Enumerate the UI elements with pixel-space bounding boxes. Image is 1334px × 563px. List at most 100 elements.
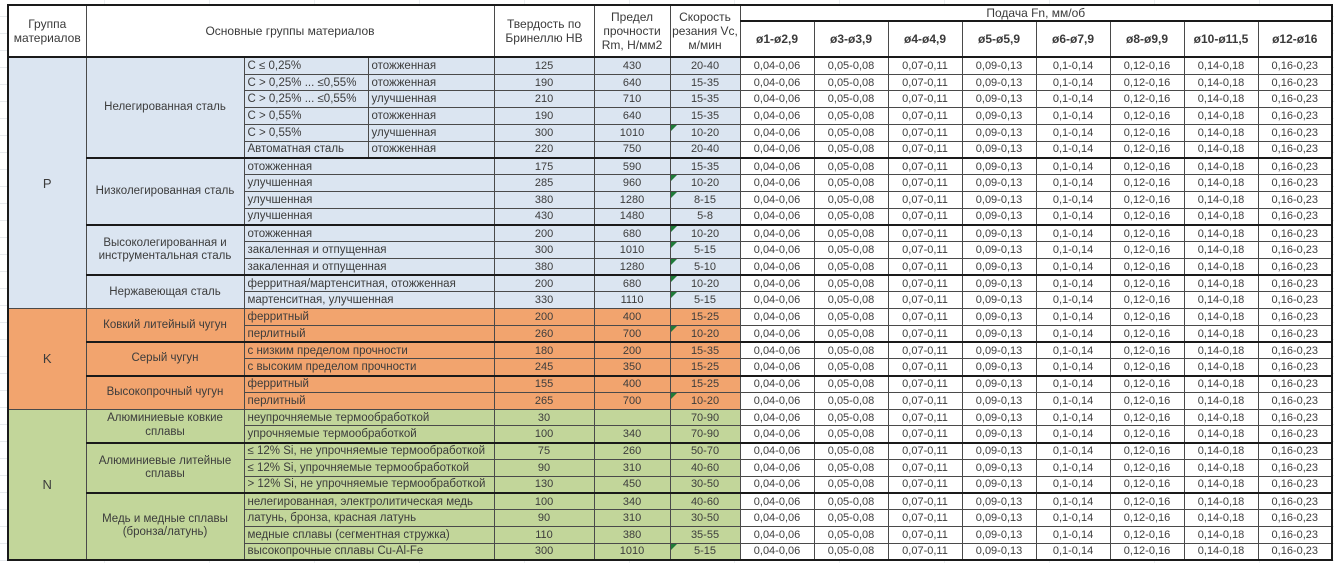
rm-cell: 340	[593, 491, 671, 511]
rm-cell: 680	[593, 274, 671, 293]
header-diameter-2: ø3-ø3,9	[813, 20, 889, 59]
feed-cell-6: 0,12-0,16	[1109, 190, 1185, 209]
hb-cell: 200	[493, 274, 595, 293]
rm-cell: 310	[593, 458, 671, 477]
feed-cell-7: 0,14-0,18	[1183, 241, 1259, 259]
feed-cell-6: 0,12-0,16	[1109, 542, 1185, 561]
feed-cell-7: 0,14-0,18	[1183, 73, 1259, 92]
feed-cell-6: 0,12-0,16	[1109, 408, 1185, 427]
feed-cell-5: 0,1-0,14	[1035, 542, 1111, 561]
hb-cell: 200	[493, 308, 595, 326]
feed-cell-6: 0,12-0,16	[1109, 123, 1185, 142]
feed-cell-3: 0,07-0,11	[887, 525, 963, 544]
feed-cell-3: 0,07-0,11	[887, 425, 963, 444]
feed-cell-5: 0,1-0,14	[1035, 123, 1111, 142]
hb-cell: 100	[493, 425, 595, 444]
feed-cell-7: 0,14-0,18	[1183, 174, 1259, 192]
feed-cell-1: 0,04-0,06	[739, 408, 815, 427]
vc-cell: 30-50	[669, 509, 741, 527]
feed-cell-5: 0,1-0,14	[1035, 107, 1111, 125]
feed-cell-1: 0,04-0,06	[739, 190, 815, 209]
rm-cell: 1110	[593, 291, 671, 310]
vc-cell: 40-60	[669, 458, 741, 477]
feed-cell-8: 0,16-0,23	[1257, 308, 1333, 326]
cell-flag-icon	[671, 393, 677, 399]
material-detail-cell: ≤ 12% Si, упрочняемые термообработкой	[243, 458, 495, 477]
rm-cell: 380	[593, 525, 671, 544]
feed-cell-2: 0,05-0,08	[813, 274, 889, 293]
hb-cell: 265	[493, 391, 595, 410]
cell-flag-icon	[671, 259, 677, 265]
feed-cell-3: 0,07-0,11	[887, 341, 963, 360]
hb-cell: 300	[493, 542, 595, 561]
table-row: медные сплавы (сегментная стружка) 110 380…	[8, 525, 1333, 544]
feed-cell-7: 0,14-0,18	[1183, 358, 1259, 377]
feed-cell-8: 0,16-0,23	[1257, 257, 1333, 276]
feed-cell-6: 0,12-0,16	[1109, 475, 1185, 494]
feed-cell-2: 0,05-0,08	[813, 291, 889, 310]
feed-cell-6: 0,12-0,16	[1109, 308, 1185, 326]
vc-cell: 5-15	[669, 241, 741, 259]
feed-cell-4: 0,09-0,13	[961, 324, 1037, 343]
feed-cell-7: 0,14-0,18	[1183, 308, 1259, 326]
vc-cell: 30-50	[669, 475, 741, 494]
vc-cell: 15-35	[669, 90, 741, 109]
hb-cell: 75	[493, 441, 595, 460]
feed-cell-2: 0,05-0,08	[813, 324, 889, 343]
feed-cell-2: 0,05-0,08	[813, 458, 889, 477]
hb-cell: 100	[493, 491, 595, 511]
table-row: Нержавеющая сталь ферритная/мартенситная,…	[8, 274, 1333, 310]
hb-cell: 380	[493, 190, 595, 209]
feed-cell-8: 0,16-0,23	[1257, 425, 1333, 444]
material-detail-cell: мартенситная, улучшенная	[243, 291, 495, 310]
feed-cell-2: 0,05-0,08	[813, 491, 889, 511]
rm-cell: 710	[593, 90, 671, 109]
hb-cell: 110	[493, 525, 595, 544]
feed-cell-4: 0,09-0,13	[961, 425, 1037, 444]
feed-cell-6: 0,12-0,16	[1109, 107, 1185, 125]
header-main-groups: Основные группы материалов	[85, 4, 495, 59]
feed-cell-8: 0,16-0,23	[1257, 174, 1333, 192]
feed-cell-4: 0,09-0,13	[961, 123, 1037, 142]
feed-cell-1: 0,04-0,06	[739, 374, 815, 393]
material-detail-cell: закаленная и отпущенная	[243, 257, 495, 276]
rm-cell: 350	[593, 358, 671, 377]
feed-cell-1: 0,04-0,06	[739, 475, 815, 494]
feed-cell-7: 0,14-0,18	[1183, 107, 1259, 125]
vc-cell: 8-15	[669, 190, 741, 209]
vc-cell: 70-90	[669, 425, 741, 444]
vc-cell: 70-90	[669, 408, 741, 427]
feed-cell-4: 0,09-0,13	[961, 156, 1037, 176]
vc-cell: 5-15	[669, 291, 741, 310]
feed-cell-1: 0,04-0,06	[739, 491, 815, 511]
feed-cell-5: 0,1-0,14	[1035, 308, 1111, 326]
cell-flag-icon	[671, 242, 677, 249]
feed-cell-4: 0,09-0,13	[961, 509, 1037, 527]
feed-cell-6: 0,12-0,16	[1109, 324, 1185, 343]
feed-cell-3: 0,07-0,11	[887, 391, 963, 410]
table-row: перлитный 265 700 10-20 0,04-0,06 0,05-0,08 0,…	[8, 391, 1333, 410]
feed-cell-7: 0,14-0,18	[1183, 324, 1259, 343]
material-detail-cell: отожженная	[243, 156, 495, 176]
rm-cell: 430	[593, 56, 671, 75]
feed-cell-3: 0,07-0,11	[887, 56, 963, 75]
feed-cell-7: 0,14-0,18	[1183, 341, 1259, 360]
feed-cell-3: 0,07-0,11	[887, 291, 963, 310]
feed-cell-1: 0,04-0,06	[739, 140, 815, 159]
header-diameter-5: ø6-ø7,9	[1035, 20, 1111, 59]
rm-cell: 1010	[593, 542, 671, 561]
feed-cell-5: 0,1-0,14	[1035, 274, 1111, 293]
table-row: мартенситная, улучшенная 330 1110 5-15 0,04-…	[8, 291, 1333, 310]
feed-cell-5: 0,1-0,14	[1035, 56, 1111, 75]
feed-cell-4: 0,09-0,13	[961, 274, 1037, 293]
feed-cell-2: 0,05-0,08	[813, 391, 889, 410]
feed-cell-4: 0,09-0,13	[961, 475, 1037, 494]
feed-cell-5: 0,1-0,14	[1035, 174, 1111, 192]
feed-cell-5: 0,1-0,14	[1035, 90, 1111, 109]
hb-cell: 260	[493, 324, 595, 343]
hb-cell: 190	[493, 107, 595, 125]
table-row: C > 0,55% отожженная 190 640 15-35 0,04-0,06 0…	[8, 107, 1333, 125]
feed-cell-1: 0,04-0,06	[739, 291, 815, 310]
rm-cell: 640	[593, 107, 671, 125]
table-row: закаленная и отпущенная 300 1010 5-15 0,04-0…	[8, 241, 1333, 259]
